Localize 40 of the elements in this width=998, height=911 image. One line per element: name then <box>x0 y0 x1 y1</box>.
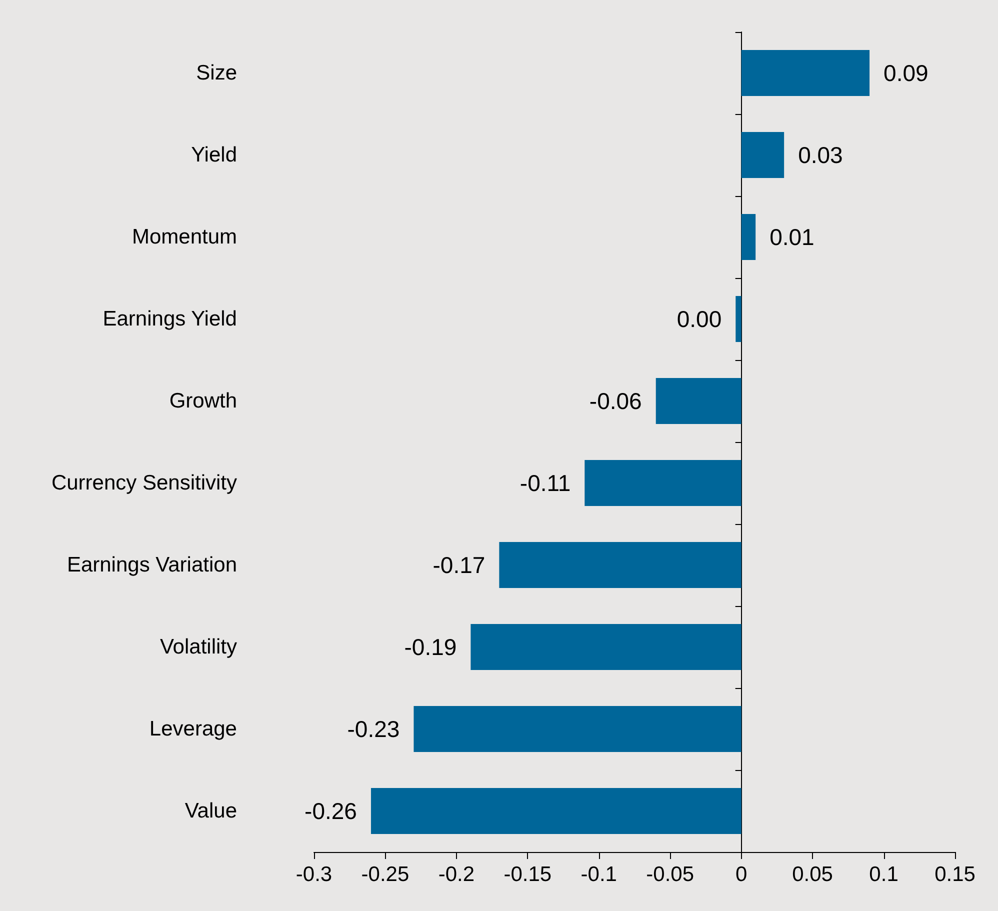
bar <box>741 132 784 178</box>
data-label: -0.11 <box>520 470 571 496</box>
x-tick-label: -0.3 <box>296 863 332 886</box>
y-tick-label: Earnings Yield <box>102 308 237 330</box>
data-label: -0.17 <box>432 552 486 578</box>
x-tick-label: -0.15 <box>504 863 552 886</box>
y-tick-label: Growth <box>169 390 237 412</box>
data-label: -0.06 <box>589 388 642 414</box>
bar <box>470 624 742 670</box>
data-label: 0.09 <box>884 60 928 86</box>
y-tick-label: Value <box>184 800 237 822</box>
bar <box>370 788 742 834</box>
data-label: -0.23 <box>347 716 400 742</box>
bar <box>499 542 742 588</box>
x-tick-label: -0.2 <box>438 863 475 886</box>
bar <box>584 460 742 506</box>
y-tick-label: Momentum <box>132 226 237 248</box>
bar <box>414 706 742 752</box>
x-tick-label: 0 <box>735 863 748 886</box>
x-tick-label: -0.05 <box>646 863 694 886</box>
y-tick-label: Yield <box>191 144 237 166</box>
y-tick-label: Currency Sensitivity <box>51 472 238 494</box>
data-label: 0.03 <box>798 142 843 168</box>
y-tick-label: Earnings Variation <box>66 554 237 576</box>
x-tick-label: -0.1 <box>580 863 617 886</box>
data-label: 0.00 <box>676 306 722 332</box>
x-tick-label: -0.25 <box>361 863 410 886</box>
y-tick-label: Leverage <box>149 718 237 740</box>
data-label: 0.01 <box>770 224 814 250</box>
bar <box>741 214 756 260</box>
data-label: -0.26 <box>304 798 357 824</box>
data-label: -0.19 <box>404 634 457 660</box>
x-tick-label: 0.1 <box>869 863 898 886</box>
bar <box>656 378 742 424</box>
y-tick-label: Size <box>196 62 237 84</box>
bar <box>736 296 742 342</box>
bar <box>741 50 870 96</box>
y-tick-label: Volatility <box>160 636 238 658</box>
x-tick-label: 0.15 <box>934 863 976 886</box>
x-tick-label: 0.05 <box>792 863 833 886</box>
